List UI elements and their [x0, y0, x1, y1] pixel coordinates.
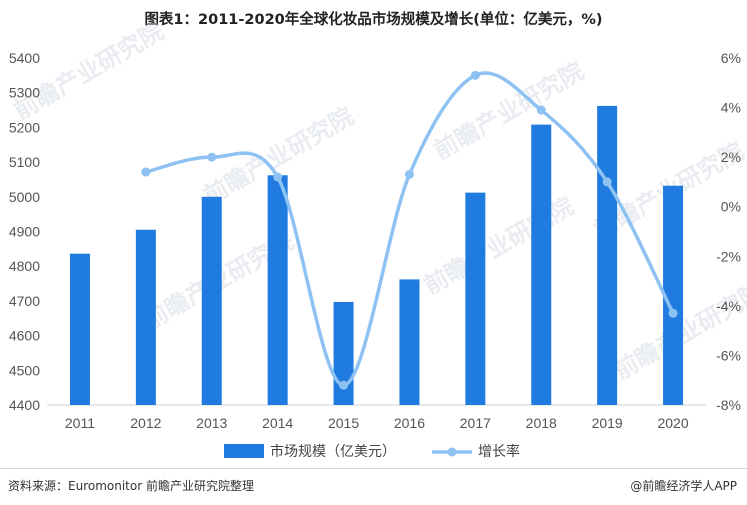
- bar-2014: [267, 175, 288, 405]
- right-axis-tick-label: -2%: [716, 248, 741, 264]
- bar-2020: [663, 185, 684, 405]
- legend-line-marker: [447, 447, 457, 457]
- right-axis-tick-label: 6%: [721, 50, 741, 66]
- right-axis-tick-label: 2%: [721, 149, 741, 165]
- growth-rate-point: [470, 70, 480, 80]
- growth-rate-point: [141, 167, 151, 177]
- left-axis-tick-label: 4600: [9, 328, 40, 344]
- watermark-text: 前瞻产业研究院: [9, 17, 168, 125]
- x-axis-tick-label: 2015: [328, 415, 359, 431]
- bar-2011: [69, 253, 90, 405]
- source-note: 资料来源：Euromonitor 前瞻产业研究院整理: [8, 479, 254, 493]
- x-axis-tick-label: 2012: [130, 415, 161, 431]
- legend-bar-label: 市场规模（亿美元）: [270, 443, 396, 460]
- bar-2013: [201, 196, 222, 405]
- growth-rate-line: [144, 71, 675, 387]
- right-axis-tick-label: 4%: [721, 100, 741, 116]
- x-axis-tick-label: 2013: [196, 415, 227, 431]
- growth-rate-point: [536, 105, 546, 115]
- right-axis-tick-label: -4%: [716, 298, 741, 314]
- left-axis-tick-label: 5400: [9, 50, 40, 66]
- left-axis-tick-label: 4700: [9, 293, 40, 309]
- x-axis-tick-label: 2016: [394, 415, 425, 431]
- left-axis-tick-label: 5000: [9, 189, 40, 205]
- left-axis-tick-label: 5100: [9, 154, 40, 170]
- legend-line-label: 增长率: [478, 443, 520, 460]
- legend-bar-swatch: [224, 444, 264, 458]
- watermark-text: 前瞻产业研究院: [429, 57, 588, 165]
- growth-rate-point: [404, 169, 414, 179]
- growth-rate-point: [207, 152, 217, 162]
- chart-title: 图表1：2011-2020年全球化妆品市场规模及增长(单位：亿美元，%): [144, 12, 603, 28]
- left-axis-tick-label: 4400: [9, 397, 40, 413]
- left-axis-tick-label: 4900: [9, 224, 40, 240]
- footer-divider: [0, 468, 747, 469]
- bar-2018: [531, 124, 552, 406]
- x-axis-tick-label: 2014: [262, 415, 293, 431]
- right-axis-tick-label: 0%: [721, 199, 741, 215]
- x-axis-tick-label: 2020: [657, 415, 688, 431]
- left-axis-tick-label: 4500: [9, 362, 40, 378]
- x-axis-tick-label: 2019: [592, 415, 623, 431]
- right-axis-tick-label: -8%: [716, 397, 741, 413]
- right-axis-tick-label: -6%: [716, 347, 741, 363]
- bar-2019: [597, 105, 618, 406]
- growth-rate-point: [339, 380, 349, 390]
- watermark-text: 前瞻产业研究院: [419, 192, 578, 300]
- left-axis-tick-label: 5300: [9, 85, 40, 101]
- growth-rate-point: [668, 308, 678, 318]
- brand-label: @前瞻经济学人APP: [630, 479, 737, 493]
- bar-2015: [333, 301, 354, 405]
- growth-rate-point: [602, 177, 612, 187]
- growth-rate-point: [273, 172, 283, 182]
- chart-area: 前瞻产业研究院前瞻产业研究院前瞻产业研究院前瞻产业研究院前瞻产业研究院前瞻产业研…: [9, 17, 747, 460]
- bar-2012: [135, 229, 156, 405]
- left-axis-tick-label: 4800: [9, 258, 40, 274]
- x-axis-tick-label: 2018: [526, 415, 557, 431]
- left-axis-tick-label: 5200: [9, 119, 40, 135]
- x-axis-tick-label: 2017: [460, 415, 491, 431]
- bar-2016: [399, 279, 420, 405]
- bar-2017: [465, 192, 486, 405]
- x-axis-tick-label: 2011: [65, 415, 95, 431]
